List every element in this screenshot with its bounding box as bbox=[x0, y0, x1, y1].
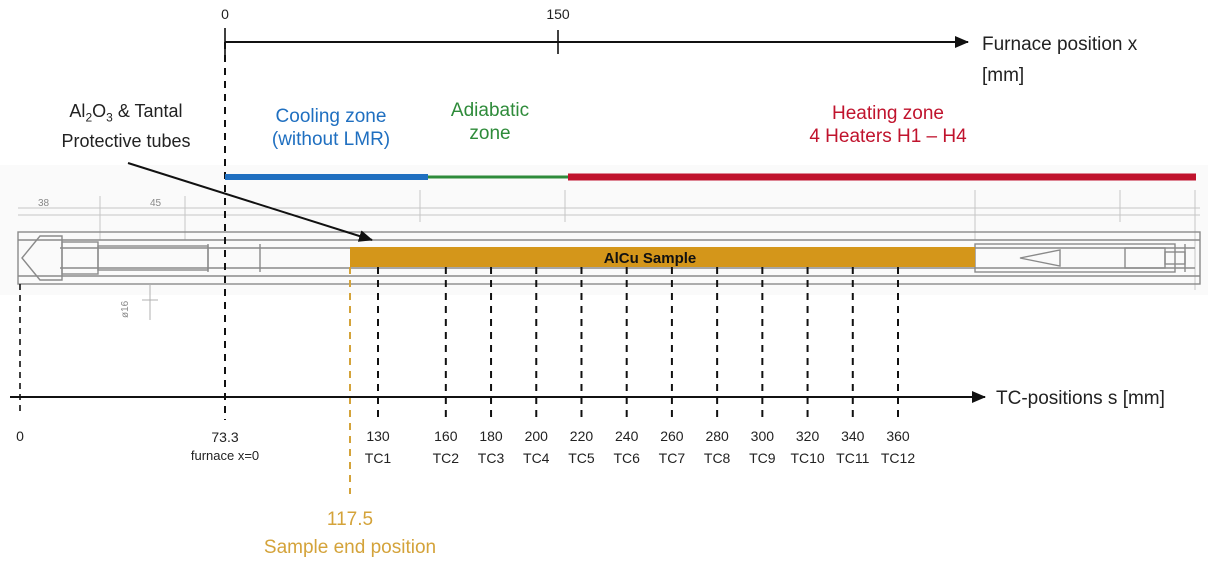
tc-name-tc2: TC2 bbox=[432, 450, 460, 466]
furnace-tick-0-label: 0 bbox=[221, 6, 229, 22]
adiabatic-zone-label: Adiabatic zone bbox=[450, 100, 530, 144]
tc-origin-label: 0 bbox=[16, 428, 24, 444]
tc-position-tc4: 200 bbox=[524, 428, 548, 444]
tc-position-tc10: 320 bbox=[795, 428, 820, 444]
protective-tubes-pointer bbox=[127, 162, 373, 242]
tc-position-tc12: 360 bbox=[886, 428, 910, 444]
furnace-tick-150-label: 150 bbox=[546, 6, 570, 22]
sample-end-value: 117.5 bbox=[326, 509, 374, 530]
tc-name-tc8: TC8 bbox=[703, 450, 731, 466]
tc-name-tc11: TC11 bbox=[836, 450, 870, 466]
furnace-axis-unit: [mm] bbox=[982, 65, 1025, 86]
tc-position-tc11: 340 bbox=[841, 428, 865, 444]
tc-name-tc7: TC7 bbox=[658, 450, 686, 466]
tc-name-tc5: TC5 bbox=[568, 450, 595, 466]
furnace-origin-label: 73.3 furnace x=0 bbox=[190, 429, 260, 463]
technical-drawing: 38 45 ø16 bbox=[0, 165, 1208, 320]
sample-end-label: Sample end position bbox=[263, 537, 437, 558]
tc-position-tc2: 160 bbox=[434, 428, 458, 444]
tc-position-tc9: 300 bbox=[750, 428, 775, 444]
furnace-axis-label: Furnace position x bbox=[982, 34, 1138, 55]
tc-name-tc3: TC3 bbox=[477, 450, 505, 466]
tc-name-tc1: TC1 bbox=[364, 450, 392, 466]
dimension-38: 38 bbox=[38, 198, 50, 209]
tc-position-tc1: 130 bbox=[366, 428, 390, 444]
dimension-45: 45 bbox=[150, 198, 162, 209]
alcu-sample-bar bbox=[350, 247, 975, 267]
tc-position-tc3: 180 bbox=[479, 428, 503, 444]
tc-position-tc7: 260 bbox=[660, 428, 684, 444]
tc-axis-label: TC-positions s [mm] bbox=[996, 388, 1165, 409]
tc-name-tc6: TC6 bbox=[613, 450, 640, 466]
tc-name-tc12: TC12 bbox=[880, 450, 916, 466]
tc-name-tc10: TC10 bbox=[790, 450, 825, 466]
tc-name-tc4: TC4 bbox=[523, 450, 550, 466]
dimension-diameter: ø16 bbox=[120, 300, 131, 318]
heating-zone-label: Heating zone 4 Heaters H1 – H4 bbox=[809, 103, 967, 147]
tc-position-tc8: 280 bbox=[705, 428, 729, 444]
tc-position-tc5: 220 bbox=[569, 428, 594, 444]
cooling-zone-label: Cooling zone (without LMR) bbox=[271, 106, 391, 150]
tc-name-tc9: TC9 bbox=[749, 450, 776, 466]
protective-tubes-label: Al2O3 & Tantal Protective tubes bbox=[61, 101, 191, 151]
sample-label: AlCu Sample bbox=[604, 250, 697, 267]
tc-position-tc6: 240 bbox=[615, 428, 639, 444]
